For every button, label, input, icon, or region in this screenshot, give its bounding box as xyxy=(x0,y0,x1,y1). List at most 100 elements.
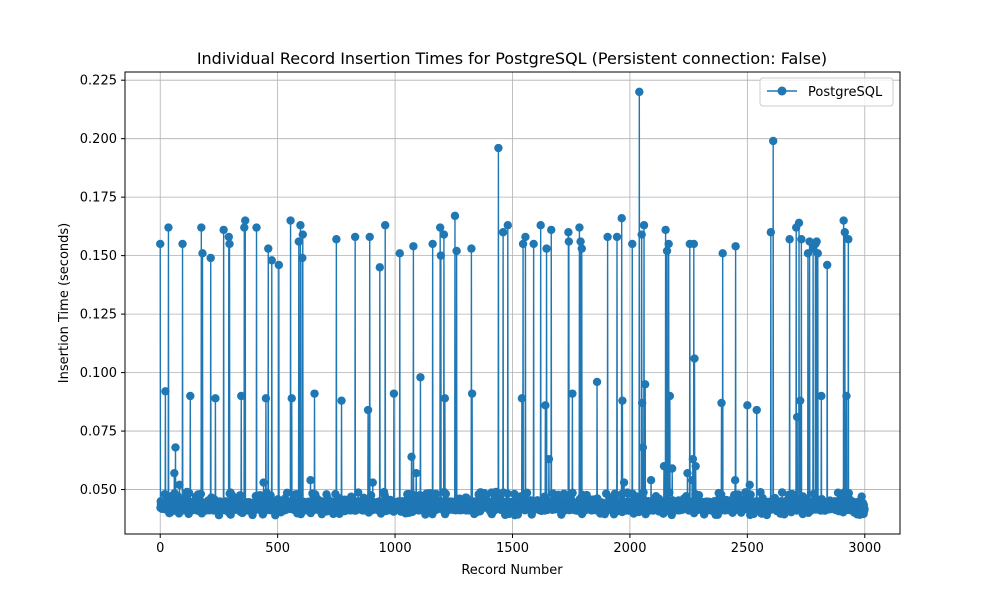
data-point xyxy=(842,391,851,401)
data-point xyxy=(639,221,649,230)
y-tick-label: 0.175 xyxy=(80,191,117,206)
data-point xyxy=(691,461,700,471)
data-point xyxy=(777,488,787,497)
data-point xyxy=(635,87,644,97)
data-point xyxy=(332,235,341,244)
data-point xyxy=(175,480,184,490)
data-point xyxy=(689,239,698,249)
data-point xyxy=(637,398,647,408)
x-tick-label: 3000 xyxy=(848,541,881,556)
legend-marker xyxy=(777,86,787,96)
y-tick-label: 0.125 xyxy=(80,308,117,323)
data-layer xyxy=(156,87,869,520)
data-point xyxy=(235,491,245,500)
data-point xyxy=(264,244,273,253)
data-point xyxy=(255,491,265,500)
data-point xyxy=(612,232,622,242)
data-point xyxy=(639,488,648,497)
data-point xyxy=(823,260,832,270)
x-tick-label: 2500 xyxy=(731,541,764,556)
data-point xyxy=(224,232,233,242)
markers-layer xyxy=(156,87,869,520)
data-point xyxy=(817,391,826,401)
data-point xyxy=(416,373,425,382)
data-point xyxy=(498,228,508,237)
data-point xyxy=(196,489,206,499)
data-point xyxy=(745,480,754,490)
data-point xyxy=(186,391,195,401)
data-point xyxy=(792,412,802,422)
data-point xyxy=(603,232,612,242)
data-point xyxy=(857,492,866,501)
data-point xyxy=(286,216,295,225)
y-tick-label: 0.100 xyxy=(80,366,117,381)
data-point xyxy=(452,246,461,256)
data-point xyxy=(494,143,503,153)
data-point xyxy=(568,389,577,398)
data-point xyxy=(310,389,319,398)
data-point xyxy=(797,235,806,244)
data-point xyxy=(241,216,250,225)
y-tick-label: 0.050 xyxy=(80,483,117,498)
data-point xyxy=(467,389,477,398)
data-point xyxy=(659,461,669,471)
data-point xyxy=(688,454,698,464)
data-point xyxy=(766,228,776,237)
data-point xyxy=(731,242,740,251)
data-point xyxy=(717,490,726,499)
data-point xyxy=(860,504,869,513)
data-point xyxy=(665,391,675,401)
x-tick-label: 2000 xyxy=(613,541,646,556)
data-point xyxy=(665,488,674,497)
data-point xyxy=(441,489,450,499)
data-point xyxy=(752,405,761,415)
data-point xyxy=(350,232,360,242)
data-point xyxy=(522,488,532,498)
legend-box xyxy=(759,77,894,107)
data-point xyxy=(171,443,180,452)
data-point xyxy=(156,239,165,249)
data-point xyxy=(237,391,246,401)
data-point xyxy=(431,489,441,499)
data-point xyxy=(690,354,699,363)
y-tick-label: 0.075 xyxy=(80,425,117,440)
data-point xyxy=(296,221,305,230)
data-point xyxy=(768,136,778,146)
data-point xyxy=(844,489,853,498)
data-point xyxy=(564,228,573,237)
data-point xyxy=(718,249,727,258)
data-point xyxy=(267,256,276,265)
data-point xyxy=(529,239,538,249)
y-axis-label: Insertion Time (seconds) xyxy=(57,223,72,383)
data-point xyxy=(785,235,794,244)
data-point xyxy=(619,478,629,487)
data-point xyxy=(366,491,376,500)
data-point xyxy=(518,239,528,249)
data-point xyxy=(184,488,194,498)
data-point xyxy=(164,223,173,232)
data-point xyxy=(368,478,377,487)
data-point xyxy=(844,235,853,244)
data-point xyxy=(813,249,822,258)
data-point xyxy=(206,253,215,263)
data-point xyxy=(788,489,797,499)
data-point xyxy=(259,478,268,487)
data-point xyxy=(733,490,743,499)
data-point xyxy=(683,468,692,478)
data-point xyxy=(795,396,805,405)
data-point xyxy=(412,468,421,478)
data-point xyxy=(839,216,848,225)
x-tick-label: 1000 xyxy=(379,541,412,556)
data-point xyxy=(730,476,740,485)
data-point xyxy=(662,246,672,256)
data-point xyxy=(517,394,527,403)
data-point xyxy=(638,443,648,452)
data-point xyxy=(450,211,460,221)
data-point xyxy=(170,468,179,478)
chart-title: Individual Record Insertion Times for Po… xyxy=(197,49,827,68)
data-point xyxy=(409,242,418,251)
data-point xyxy=(510,489,519,499)
data-point xyxy=(746,490,755,499)
data-point xyxy=(544,454,554,464)
data-point xyxy=(440,394,450,403)
